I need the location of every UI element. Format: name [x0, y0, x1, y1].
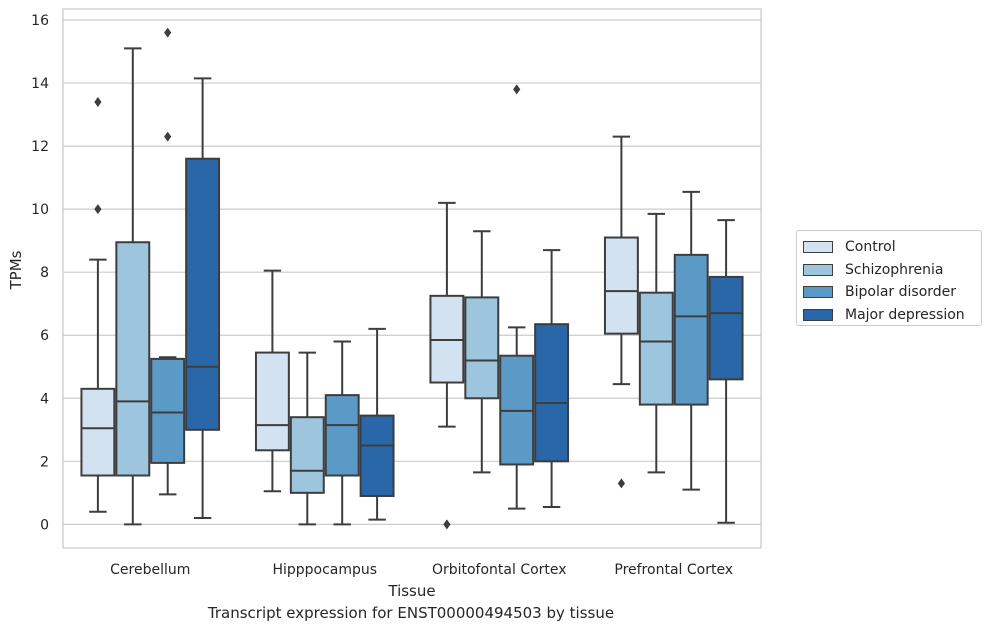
- box: [603, 135, 639, 489]
- box-body: [603, 236, 639, 335]
- y-tick-label: 4: [40, 391, 49, 407]
- legend-item: Bipolar disorder: [803, 281, 981, 304]
- y-tick-label: 10: [31, 202, 49, 218]
- legend-swatch: [803, 286, 833, 299]
- box: [534, 249, 570, 509]
- box: [150, 27, 186, 496]
- box-body: [289, 416, 325, 494]
- box: [499, 84, 535, 510]
- box-body: [464, 296, 500, 400]
- box: [673, 190, 709, 491]
- box: [708, 219, 744, 524]
- legend-label: Schizophrenia: [845, 261, 944, 278]
- y-tick-label: 12: [31, 139, 49, 155]
- box-body: [359, 414, 395, 497]
- box-body: [80, 387, 116, 477]
- y-axis-ticks: 0 2 4 6 8 10 12 14 16: [31, 13, 49, 533]
- box-body: [673, 253, 709, 406]
- legend-label: Control: [845, 239, 896, 256]
- box-body: [638, 291, 674, 406]
- y-tick-label: 6: [40, 328, 49, 344]
- box: [115, 47, 151, 526]
- box: [289, 351, 325, 526]
- series-major-depression: [185, 77, 744, 524]
- outlier-point: [164, 27, 172, 38]
- box-body: [534, 323, 570, 463]
- outlier-point: [94, 204, 102, 215]
- box-body: [185, 157, 221, 431]
- y-tick-label: 2: [40, 454, 49, 470]
- box-body: [254, 351, 290, 452]
- y-tick-label: 16: [31, 13, 49, 29]
- x-tick-label: Cerebellum: [110, 562, 190, 578]
- outlier-point: [164, 131, 172, 142]
- chart-caption: Transcript expression for ENST0000049450…: [207, 604, 615, 622]
- plot-frame: [62, 8, 762, 549]
- y-tick-label: 8: [40, 265, 49, 281]
- outlier-point: [94, 96, 102, 107]
- x-tick-label: Hipppocampus: [272, 562, 377, 578]
- outlier-point: [617, 478, 625, 489]
- legend-label: Major depression: [845, 306, 965, 323]
- outlier-point: [513, 84, 521, 95]
- legend-item: Schizophrenia: [803, 259, 981, 282]
- box-plot-series: [80, 27, 744, 530]
- x-axis-label: Tissue: [387, 582, 435, 600]
- x-tick-label: Prefrontal Cortex: [614, 562, 733, 578]
- legend-swatch: [803, 263, 833, 276]
- box: [638, 212, 674, 474]
- series-schizophrenia: [115, 47, 674, 526]
- box-body: [150, 357, 186, 464]
- box: [464, 230, 500, 474]
- series-control: [80, 96, 639, 530]
- legend-item: Major depression: [803, 304, 981, 327]
- y-tick-label: 0: [40, 517, 49, 533]
- box-body: [324, 394, 360, 477]
- outlier-point: [443, 519, 451, 530]
- series-bipolar-disorder: [150, 27, 709, 526]
- y-tick-label: 14: [31, 76, 49, 92]
- box: [185, 77, 221, 520]
- legend: Control Schizophrenia Bipolar disorder Majo…: [796, 230, 982, 326]
- box: [254, 269, 290, 493]
- box-body: [708, 275, 744, 381]
- box: [429, 201, 465, 530]
- box: [324, 340, 360, 526]
- y-axis-label: TPMs: [7, 250, 25, 290]
- box-body: [115, 241, 151, 477]
- legend-swatch: [803, 241, 833, 254]
- legend-swatch: [803, 308, 833, 321]
- legend-label: Bipolar disorder: [845, 284, 957, 301]
- box: [80, 96, 116, 513]
- legend-item: Control: [803, 236, 981, 259]
- box: [359, 327, 395, 521]
- x-axis-ticks: Cerebellum Hipppocampus Orbitofontal Corte…: [110, 562, 733, 578]
- x-tick-label: Orbitofontal Cortex: [432, 562, 567, 578]
